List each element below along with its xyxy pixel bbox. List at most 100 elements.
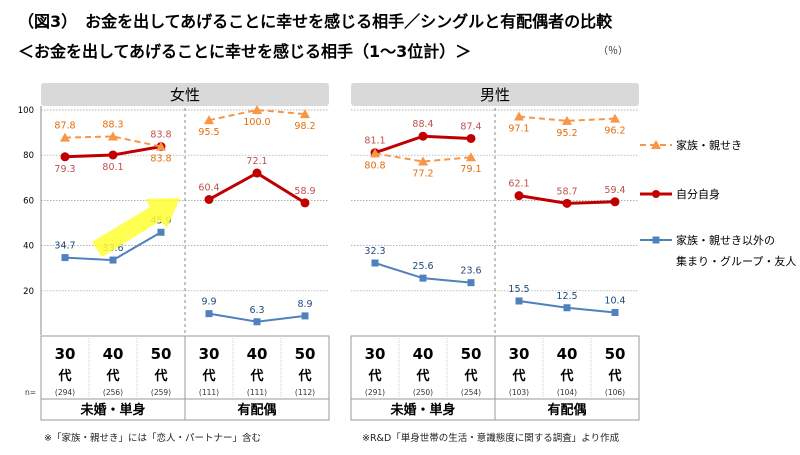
data-label-family: 98.2	[294, 121, 315, 132]
data-point-self	[252, 168, 262, 178]
category-suffix: 代	[511, 368, 525, 384]
figure-title: （図3） お金を出してあげることに幸せを感じる相手／シングルと有配偶者の比較	[18, 12, 613, 31]
category-suffix: 代	[367, 368, 381, 384]
category-age: 40	[557, 345, 578, 363]
y-tick-label: 20	[23, 287, 34, 297]
category-age: 30	[55, 345, 76, 363]
series-line-family	[518, 115, 616, 122]
data-label-family: 87.8	[54, 121, 75, 132]
data-label-others: 32.3	[364, 246, 385, 257]
data-label-family: 77.2	[412, 169, 433, 180]
data-point-others	[611, 308, 619, 316]
category-age: 30	[509, 345, 530, 363]
category-suffix: 代	[57, 368, 71, 384]
data-label-others: 34.7	[54, 241, 75, 252]
data-point-others	[515, 297, 523, 305]
data-point-self	[418, 131, 428, 141]
data-label-family: 80.8	[364, 160, 385, 171]
data-point-self	[514, 191, 524, 201]
data-label-others: 12.5	[556, 291, 577, 302]
data-label-self: 83.8	[150, 130, 171, 141]
legend-label: 家族・親せき以外の	[676, 233, 775, 247]
data-label-others: 25.6	[412, 261, 433, 272]
category-suffix: 代	[463, 368, 477, 384]
legend-label: 家族・親せき	[676, 138, 742, 152]
data-label-self: 87.4	[460, 121, 481, 132]
category-n: (256)	[103, 388, 123, 397]
category-suffix: 代	[559, 368, 573, 384]
data-label-others: 8.9	[297, 299, 312, 310]
data-point-self	[466, 133, 476, 143]
series-line-family	[64, 135, 162, 148]
category-suffix: 代	[153, 368, 167, 384]
data-point-others	[61, 254, 69, 262]
data-point-family	[418, 156, 428, 166]
legend-label: 自分自身	[676, 187, 720, 201]
data-label-self: 58.9	[294, 186, 315, 197]
panel-header	[41, 83, 329, 106]
data-point-family	[156, 141, 166, 151]
data-label-others: 6.3	[249, 305, 264, 316]
data-point-self	[204, 194, 214, 204]
data-label-family: 95.2	[556, 128, 577, 139]
data-point-others	[301, 312, 309, 320]
data-point-others	[371, 259, 379, 267]
category-suffix: 代	[201, 368, 215, 384]
category-n: (104)	[557, 388, 577, 397]
group-label: 有配偶	[237, 402, 276, 418]
data-label-self: 81.1	[364, 136, 385, 147]
data-point-self	[300, 198, 310, 208]
group-label: 未婚・単身	[79, 402, 145, 418]
category-n: (111)	[247, 388, 267, 397]
panel-title: 男性	[480, 86, 510, 104]
y-tick-label: 60	[23, 196, 34, 206]
data-point-others	[109, 256, 117, 264]
data-label-family: 79.1	[460, 164, 481, 175]
data-point-family	[204, 115, 214, 125]
category-n: (112)	[295, 388, 315, 397]
data-label-self: 60.4	[198, 182, 219, 193]
data-point-family	[610, 113, 620, 123]
category-age: 40	[103, 345, 124, 363]
category-n: (259)	[151, 388, 171, 397]
category-age: 50	[461, 345, 482, 363]
category-n: (106)	[605, 388, 625, 397]
panel-header	[351, 83, 639, 106]
category-suffix: 代	[249, 368, 263, 384]
category-suffix: 代	[297, 368, 311, 384]
data-label-family: 96.2	[604, 126, 625, 137]
data-point-others	[419, 274, 427, 282]
highlight-arrow	[92, 198, 180, 257]
category-suffix: 代	[415, 368, 429, 384]
data-point-self	[610, 197, 620, 207]
data-label-family: 97.1	[508, 124, 529, 135]
data-label-family: 100.0	[243, 117, 270, 128]
data-point-others	[253, 318, 261, 326]
series-line-family	[374, 152, 472, 163]
figure-subtitle: ＜お金を出してあげることに幸せを感じる相手（1～3位計）＞	[18, 42, 472, 61]
category-n: (103)	[509, 388, 529, 397]
data-point-family	[108, 131, 118, 141]
category-age: 50	[295, 345, 316, 363]
data-point-family	[562, 115, 572, 125]
category-age: 30	[365, 345, 386, 363]
data-label-others: 23.6	[460, 266, 481, 277]
category-age: 50	[605, 345, 626, 363]
data-label-others: 10.4	[604, 295, 625, 306]
data-point-family	[300, 109, 310, 119]
data-label-others: 15.5	[508, 284, 529, 295]
category-age: 50	[151, 345, 172, 363]
data-point-family	[514, 111, 524, 121]
data-point-family	[252, 105, 262, 114]
legend-marker-others	[652, 236, 660, 244]
data-point-others	[157, 228, 165, 236]
data-point-family	[466, 152, 476, 162]
data-point-others	[563, 304, 571, 312]
legend-label: 集まり・グループ・友人	[676, 254, 796, 268]
series-line-family	[208, 108, 306, 122]
data-point-self	[60, 152, 70, 162]
data-point-self	[108, 150, 118, 160]
data-label-self: 79.3	[54, 164, 75, 175]
data-label-others: 9.9	[201, 297, 216, 308]
